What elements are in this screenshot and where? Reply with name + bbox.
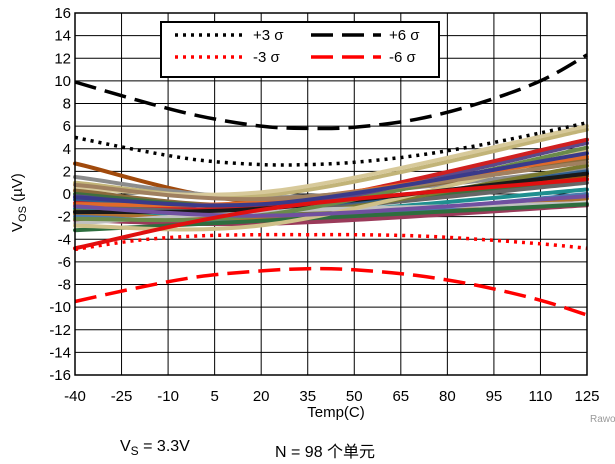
- y-tick-label: 8: [63, 96, 71, 113]
- y-tick-label: -8: [58, 277, 71, 294]
- vs-value: = 3.3V: [138, 438, 190, 455]
- y-tick-label: -10: [49, 299, 71, 316]
- unit-series-line: [73, 160, 589, 202]
- y-tick-label: 4: [63, 141, 71, 158]
- y-tick-label: 10: [54, 73, 71, 90]
- sigma-series-line: [74, 53, 588, 131]
- legend-box: [160, 21, 440, 78]
- y-tick-label: -12: [49, 322, 71, 339]
- unit-series-line: [73, 145, 589, 223]
- legend-label: -6 σ: [389, 49, 417, 66]
- unit-series-line: [73, 194, 589, 218]
- legend-label: +3 σ: [253, 27, 284, 44]
- sigma-series-line: [74, 266, 588, 317]
- y-tick-label: 16: [54, 5, 71, 22]
- x-tick-label: 20: [253, 388, 270, 405]
- y-tick-label: 14: [54, 28, 71, 45]
- x-tick-label: -25: [111, 388, 133, 405]
- y-tick-label: 2: [63, 163, 71, 180]
- sigma-series-group: [74, 53, 588, 317]
- legend-label: -3 σ: [253, 49, 281, 66]
- x-tick-label: -10: [157, 388, 179, 405]
- supply-voltage-note: VS = 3.3V: [120, 438, 190, 458]
- y-tick-label: -4: [58, 231, 71, 248]
- x-tick-label: 35: [299, 388, 316, 405]
- watermark: Rawo: [590, 414, 615, 425]
- y-tick-label: -6: [58, 254, 71, 271]
- unit-series-line: [73, 177, 589, 251]
- vs-subscript: S: [130, 444, 139, 459]
- legend-label: +6 σ: [389, 27, 420, 44]
- vs-label: V: [120, 438, 131, 455]
- plot-frame: [74, 12, 588, 376]
- x-axis-label: Temp(C): [307, 404, 365, 421]
- y-tick-label: 12: [54, 50, 71, 67]
- legend: +3 σ +6 σ -3 σ -6 σ: [160, 21, 440, 78]
- y-axis-label-unit: (µV): [9, 173, 26, 206]
- x-tick-labels: -40 -25 -10 5 20 35 50 65 80 95 110 125: [64, 388, 599, 405]
- y-tick-label: -2: [58, 209, 71, 226]
- unit-series-group: [73, 124, 589, 251]
- x-tick-label: 80: [439, 388, 456, 405]
- x-tick-label: 125: [574, 388, 599, 405]
- y-tick-label: -14: [49, 344, 71, 361]
- x-tick-label: 65: [392, 388, 409, 405]
- y-tick-label: 6: [63, 118, 71, 135]
- sigma-series-line: [74, 232, 588, 252]
- x-tick-label: -40: [64, 388, 86, 405]
- x-tick-label: 110: [528, 388, 552, 405]
- y-tick-label: -16: [49, 367, 71, 384]
- x-tick-label: 50: [346, 388, 363, 405]
- x-tick-label: 95: [486, 388, 503, 405]
- sigma-series-line: [74, 120, 588, 167]
- y-axis-label: VOS (µV): [9, 173, 29, 232]
- y-axis-label-sub: OS: [17, 206, 29, 222]
- y-axis-label-main: V: [9, 222, 26, 232]
- y-tick-labels: -16 -14 -12 -10 -8 -6 -4 -2 0 2 4 6 8 10 12 14 16: [49, 5, 71, 384]
- sample-count-note: N = 98 个单元: [275, 444, 376, 461]
- x-tick-label: 5: [210, 388, 218, 405]
- unit-series-line: [73, 151, 589, 208]
- y-tick-label: 0: [63, 186, 71, 203]
